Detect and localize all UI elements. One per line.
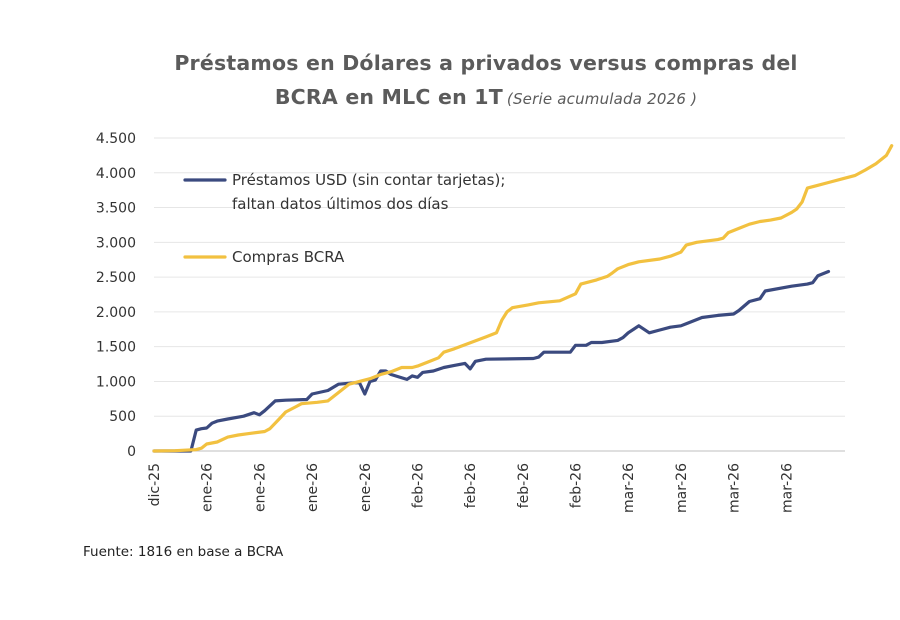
series-line-prestamos xyxy=(152,269,831,453)
x-tick-label: dic-25 xyxy=(147,463,163,506)
y-tick-label: 4.000 xyxy=(96,166,136,182)
x-tick-label: feb-26 xyxy=(463,463,479,508)
x-tick-label: mar-26 xyxy=(779,463,795,513)
source-note: Fuente: 1816 en base a BCRA xyxy=(83,544,284,560)
y-tick-label: 2.000 xyxy=(96,305,136,321)
legend-label: faltan datos últimos dos días xyxy=(232,195,449,213)
x-tick-label: feb-26 xyxy=(516,463,532,508)
series-lines xyxy=(152,144,894,453)
chart-title-line2: BCRA en MLC en 1T (Serie acumulada 2026 ) xyxy=(0,80,900,116)
x-tick-label: ene-26 xyxy=(358,463,374,512)
chart-title-line1: Préstamos en Dólares a privados versus c… xyxy=(174,51,798,75)
y-tick-label: 1.500 xyxy=(96,340,136,356)
gridlines xyxy=(154,137,845,452)
x-tick-label: mar-26 xyxy=(674,463,690,513)
x-tick-label: mar-26 xyxy=(621,463,637,513)
legend: Préstamos USD (sin contar tarjetas); falt… xyxy=(183,171,505,266)
chart-title-line2-text: BCRA en MLC en 1T xyxy=(274,85,503,109)
legend-label: Préstamos USD (sin contar tarjetas); xyxy=(232,171,505,189)
y-tick-label: 2.500 xyxy=(96,270,136,286)
chart-title: Préstamos en Dólares a privados versus c… xyxy=(0,46,900,116)
y-tick-label: 4.500 xyxy=(96,131,136,147)
legend-label: Compras BCRA xyxy=(232,248,345,266)
y-tick-label: 1.000 xyxy=(96,374,136,390)
y-tick-label: 3.000 xyxy=(96,235,136,251)
x-tick-label: ene-26 xyxy=(200,463,216,512)
x-tick-label: ene-26 xyxy=(252,463,268,512)
y-axis-ticks: 0 500 1.000 1.500 2.000 2.500 3.000 3.500 4.000 4… xyxy=(96,131,136,460)
x-tick-label: feb-26 xyxy=(569,463,585,508)
x-axis-ticks: dic-25 ene-26 ene-26 ene-26 ene-26 feb-26 feb-… xyxy=(147,463,795,513)
y-tick-label: 0 xyxy=(127,444,136,460)
chart-subtitle: (Serie acumulada 2026 ) xyxy=(506,90,698,108)
series-line-compras xyxy=(152,144,894,453)
x-tick-label: ene-26 xyxy=(305,463,321,512)
x-tick-label: mar-26 xyxy=(727,463,743,513)
y-tick-label: 500 xyxy=(109,409,136,425)
y-tick-label: 3.500 xyxy=(96,201,136,217)
x-tick-label: feb-26 xyxy=(410,463,426,508)
